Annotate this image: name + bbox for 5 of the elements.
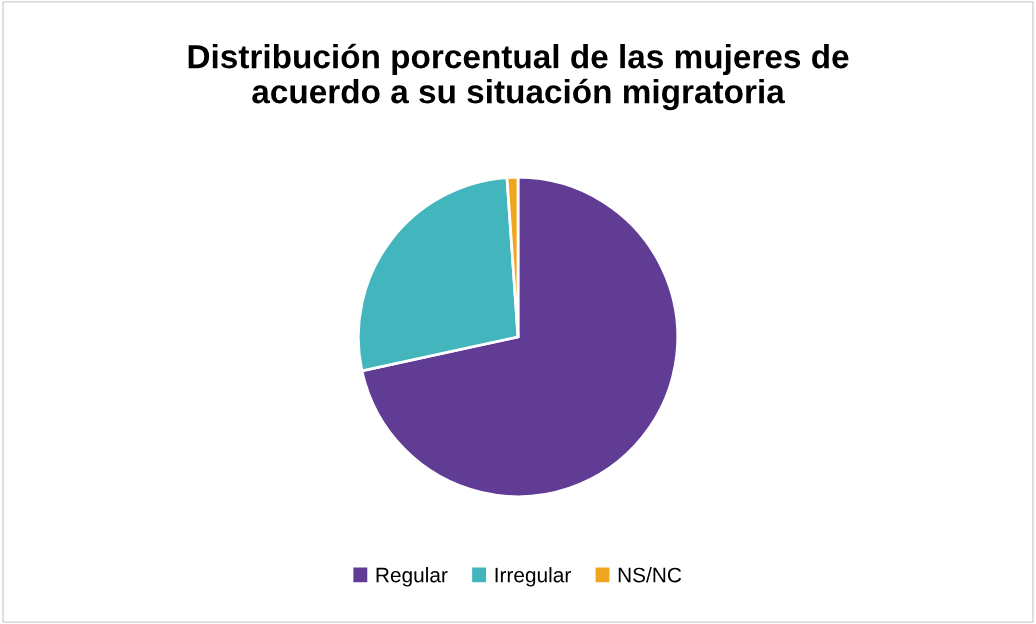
pie-slice (360, 175, 680, 499)
legend-label: NS/NC (618, 567, 682, 583)
legend-label: Regular (376, 567, 448, 587)
chart-title: Distribución porcentual de las mujeres de acuerdo a su situación migratoria (188, 43, 849, 111)
legend-label: Irregular (495, 567, 571, 587)
